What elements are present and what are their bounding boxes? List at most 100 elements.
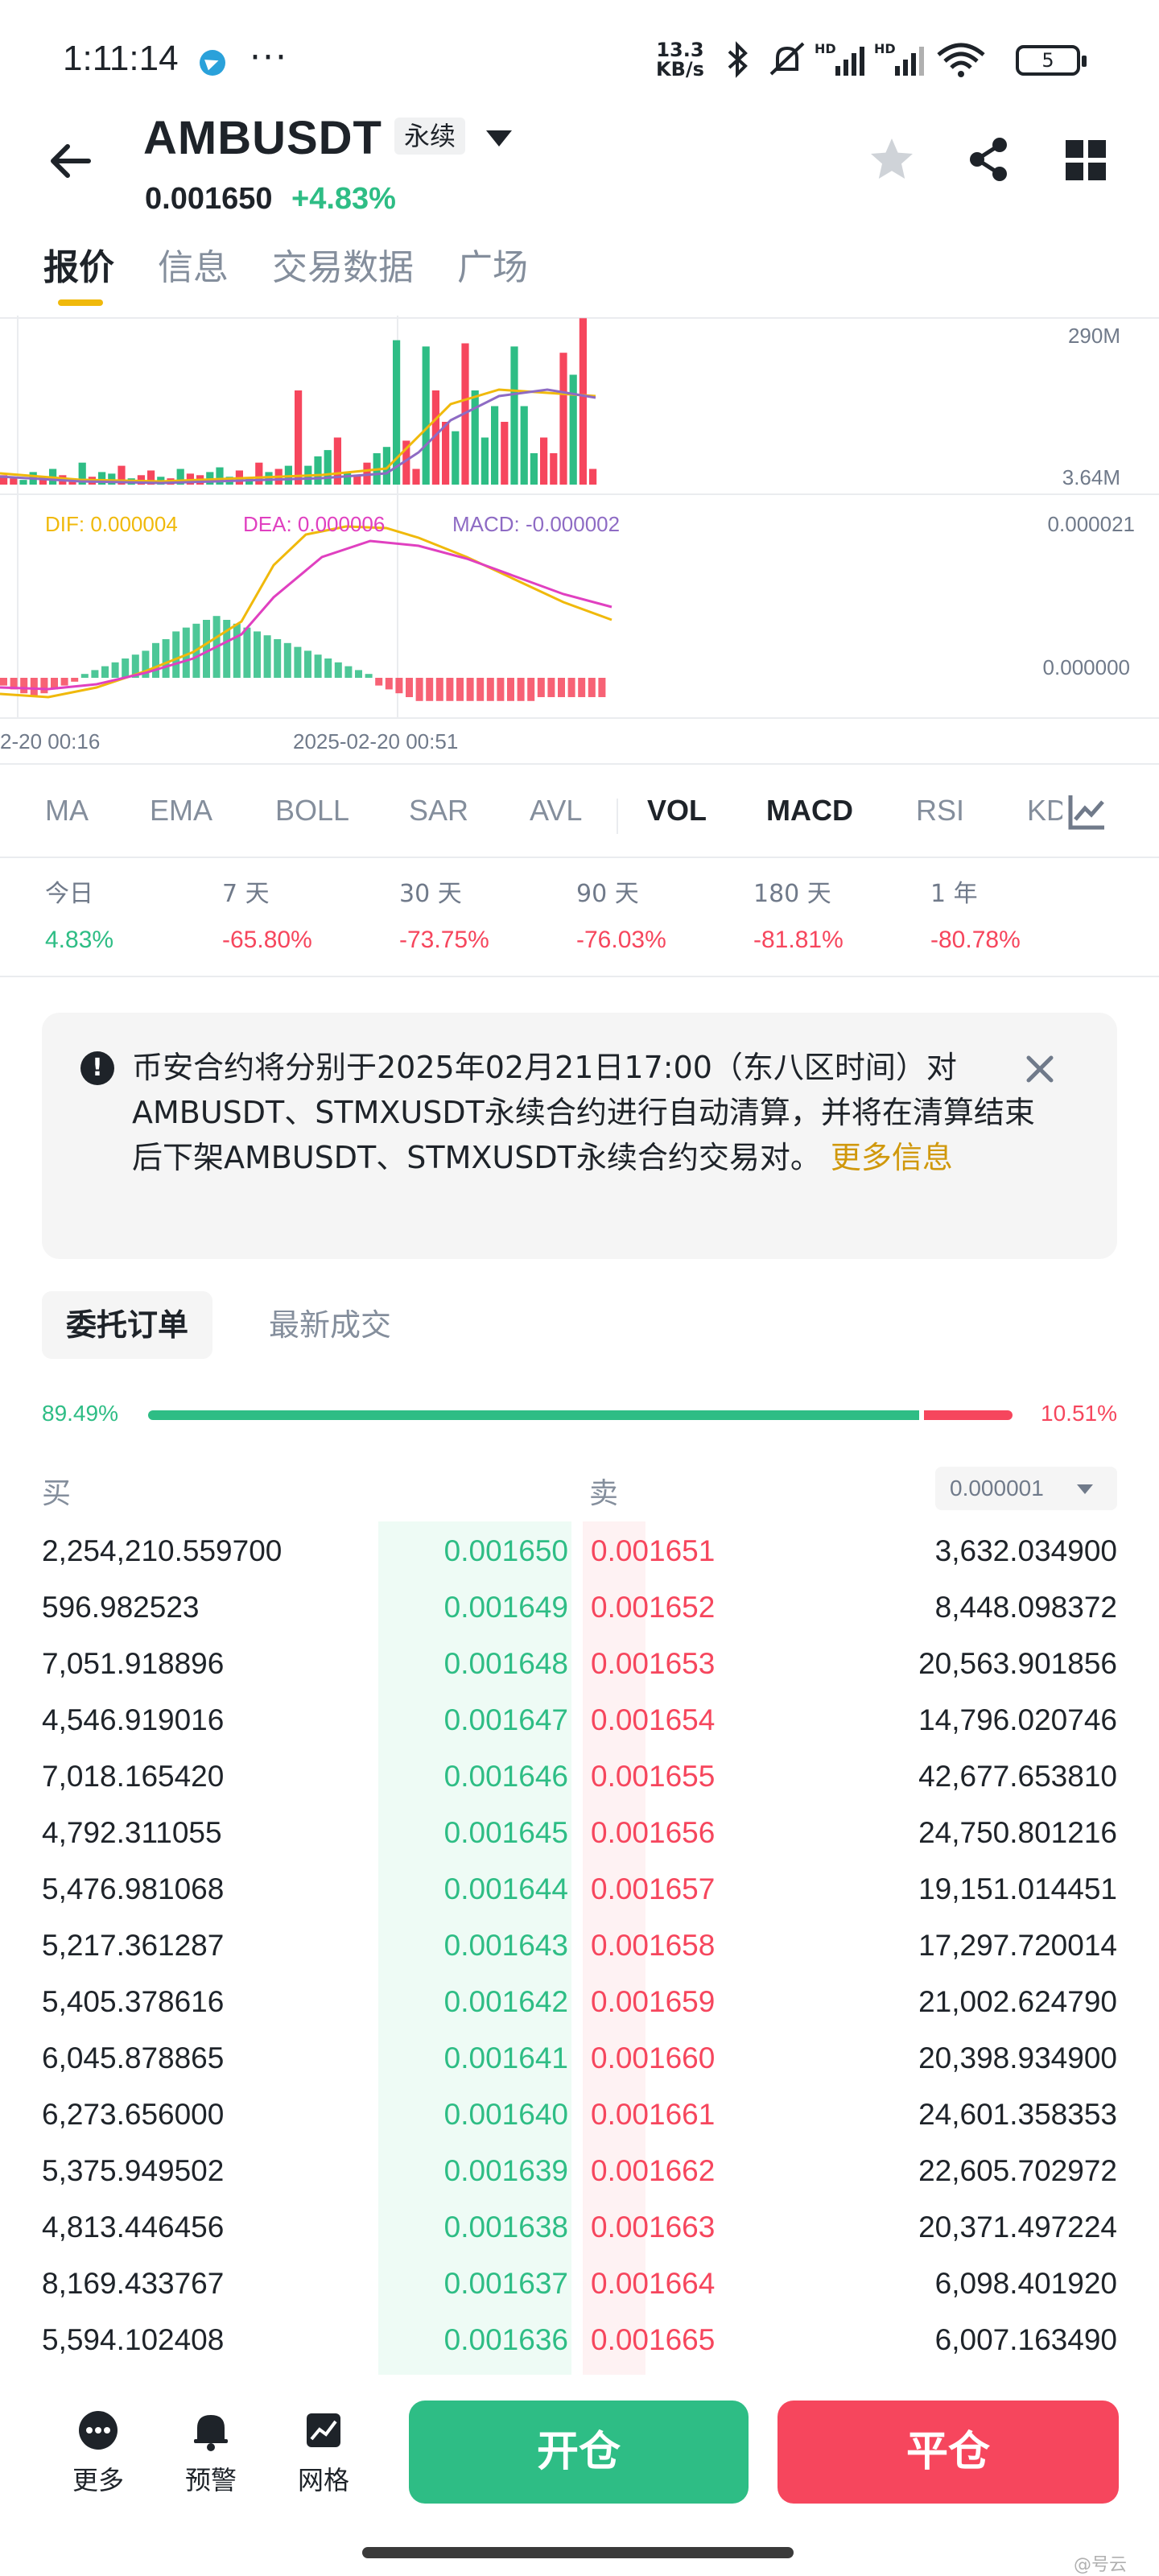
buy-price: 0.001640 bbox=[443, 2098, 568, 2131]
volume-bar bbox=[569, 374, 577, 485]
volume-ma-lines bbox=[0, 388, 596, 485]
volume-bar bbox=[412, 469, 420, 485]
open-position-button[interactable]: 开仓 bbox=[409, 2401, 749, 2504]
bell-icon bbox=[194, 2415, 228, 2451]
macd-histogram-bar bbox=[334, 662, 342, 678]
tab-order-book[interactable]: 委托订单 bbox=[42, 1291, 213, 1359]
indicator-kd[interactable]: KD bbox=[1027, 794, 1068, 827]
order-book-row[interactable]: 5,476.981068 0.001644 0.001657 19,151.01445… bbox=[0, 1866, 1159, 1922]
order-book-row[interactable]: 8,169.433767 0.001637 0.001664 6,098.401920 bbox=[0, 2260, 1159, 2317]
macd-histogram-bar bbox=[567, 678, 575, 697]
network-speed: 13.3 KB/s bbox=[656, 40, 704, 79]
time-label-left: 2-20 00:16 bbox=[0, 729, 101, 753]
order-book-row[interactable]: 5,217.361287 0.001643 0.001658 17,297.72001… bbox=[0, 1922, 1159, 1979]
perf-90d: 90 天 -76.03% bbox=[576, 873, 753, 954]
order-book-row[interactable]: 6,273.656000 0.001640 0.001661 24,601.35835… bbox=[0, 2091, 1159, 2148]
close-position-button[interactable]: 平仓 bbox=[777, 2401, 1119, 2504]
alert-label: 预警 bbox=[184, 2465, 237, 2496]
volume-bar bbox=[471, 390, 479, 485]
indicator-ma[interactable]: MA bbox=[45, 794, 89, 827]
macd-histogram-bar bbox=[446, 678, 454, 701]
close-icon[interactable] bbox=[1022, 1051, 1058, 1087]
macd-axis-top: 0.000021 bbox=[1047, 512, 1135, 536]
order-book-row[interactable]: 4,792.311055 0.001645 0.001656 24,750.80121… bbox=[0, 1810, 1159, 1866]
status-bar: 1:11:14 ··· 13.3 KB/s HD HD 5 bbox=[0, 0, 1159, 121]
tab-square[interactable]: 广场 bbox=[457, 247, 528, 288]
macd-histogram-bar bbox=[486, 678, 494, 701]
more-chat-icon bbox=[79, 2411, 118, 2450]
sell-price: 0.001658 bbox=[591, 1929, 716, 1962]
sell-qty: 24,750.801216 bbox=[918, 1816, 1117, 1849]
grid-trading-button[interactable]: 网格 bbox=[283, 2409, 364, 2497]
share-icon[interactable] bbox=[964, 135, 1013, 184]
volume-bar bbox=[540, 437, 548, 485]
contract-type-badge: 永续 bbox=[394, 118, 466, 155]
buy-price: 0.001639 bbox=[443, 2154, 568, 2187]
perf-value: -81.81% bbox=[753, 927, 843, 953]
order-book-row[interactable]: 7,051.918896 0.001648 0.001653 20,563.90185… bbox=[0, 1641, 1159, 1697]
layout-grid-icon[interactable] bbox=[1064, 138, 1107, 182]
notice-more-link[interactable]: 更多信息 bbox=[830, 1140, 953, 1175]
buy-qty: 5,476.981068 bbox=[42, 1872, 225, 1905]
buy-qty: 5,405.378616 bbox=[42, 1985, 225, 2018]
chart-settings-icon[interactable] bbox=[1062, 787, 1111, 836]
macd-histogram-bar bbox=[111, 662, 119, 678]
order-book-row[interactable]: 4,546.919016 0.001647 0.001654 14,796.02074… bbox=[0, 1697, 1159, 1753]
alert-button[interactable]: 预警 bbox=[171, 2409, 251, 2497]
time-label-mid: 2025-02-20 00:51 bbox=[293, 729, 459, 753]
net-speed-unit: KB/s bbox=[656, 58, 704, 80]
buy-price: 0.001641 bbox=[443, 2041, 568, 2074]
back-arrow-icon[interactable] bbox=[47, 137, 95, 185]
mute-icon bbox=[769, 42, 805, 76]
tab-recent-trades[interactable]: 最新成交 bbox=[269, 1307, 392, 1343]
order-book-row[interactable]: 6,045.878865 0.001641 0.001660 20,398.93490… bbox=[0, 2035, 1159, 2091]
indicator-avl[interactable]: AVL bbox=[530, 794, 583, 827]
indicator-macd[interactable]: MACD bbox=[766, 794, 853, 827]
order-book-row[interactable]: 7,018.165420 0.001646 0.001655 42,677.65381… bbox=[0, 1753, 1159, 1810]
macd-histogram-bar bbox=[558, 678, 565, 697]
indicator-ema[interactable]: EMA bbox=[150, 794, 213, 827]
tab-quote[interactable]: 报价 bbox=[43, 238, 114, 306]
tab-info[interactable]: 信息 bbox=[158, 247, 229, 288]
volume-bar bbox=[78, 462, 86, 485]
tab-trading-data[interactable]: 交易数据 bbox=[272, 247, 414, 288]
order-book-row[interactable]: 2,254,210.559700 0.001650 0.001651 3,632.03… bbox=[0, 1528, 1159, 1584]
tick-size-select[interactable]: 0.000001 bbox=[935, 1467, 1117, 1510]
more-button[interactable]: 更多 bbox=[58, 2409, 138, 2497]
home-indicator[interactable] bbox=[362, 2547, 794, 2558]
sell-column-header: 卖 bbox=[589, 1477, 619, 1510]
signal-hd-2-icon: HD bbox=[874, 41, 924, 76]
indicator-rsi[interactable]: RSI bbox=[916, 794, 965, 827]
macd-histogram-bar bbox=[101, 666, 109, 678]
bottom-action-bar: 更多 预警 网格 开仓 平仓 @号云 bbox=[0, 2375, 1159, 2576]
sell-qty: 6,098.401920 bbox=[934, 2267, 1117, 2300]
macd-histogram-bar bbox=[415, 678, 423, 701]
indicator-vol[interactable]: VOL bbox=[647, 794, 707, 827]
order-book-row[interactable]: 5,405.378616 0.001642 0.001659 21,002.62479… bbox=[0, 1979, 1159, 2035]
macd-histogram-bar bbox=[172, 631, 180, 678]
sell-price: 0.001659 bbox=[591, 1985, 716, 2018]
symbol-title[interactable]: AMBUSDT bbox=[143, 112, 382, 164]
order-book-row[interactable]: 596.982523 0.001649 0.001652 8,448.098372 bbox=[0, 1584, 1159, 1641]
symbol-dropdown-caret-icon[interactable] bbox=[486, 130, 512, 147]
macd-lines bbox=[0, 525, 612, 699]
favorite-star-icon[interactable] bbox=[868, 135, 916, 184]
alert-exclamation-icon: ! bbox=[80, 1051, 114, 1085]
order-book-row[interactable]: 5,594.102408 0.001636 0.001665 6,007.163490 bbox=[0, 2317, 1159, 2373]
dif-label: DIF: 0.000004 bbox=[45, 512, 178, 536]
order-book-row[interactable]: 5,375.949502 0.001639 0.001662 22,605.70297… bbox=[0, 2148, 1159, 2204]
order-book-row[interactable]: 4,813.446456 0.001638 0.001663 20,371.49722… bbox=[0, 2204, 1159, 2260]
macd-axis-zero: 0.000000 bbox=[1042, 655, 1130, 679]
sell-price: 0.001663 bbox=[591, 2211, 716, 2244]
macd-histogram-bar bbox=[0, 678, 7, 686]
price-change-pct: +4.83% bbox=[291, 182, 396, 216]
macd-histogram-bar bbox=[406, 678, 413, 697]
grid-label: 网格 bbox=[297, 2465, 349, 2496]
macd-histogram-bar bbox=[395, 678, 403, 694]
volume-bar bbox=[314, 456, 322, 485]
volume-bar bbox=[295, 390, 303, 485]
buy-price: 0.001650 bbox=[443, 1534, 568, 1567]
indicator-boll[interactable]: BOLL bbox=[275, 794, 350, 827]
kline-chart-area[interactable]: 290M 3.64M DIF: 0.000004 DEA: 0.000006 M… bbox=[0, 316, 1159, 766]
indicator-sar[interactable]: SAR bbox=[409, 794, 469, 827]
